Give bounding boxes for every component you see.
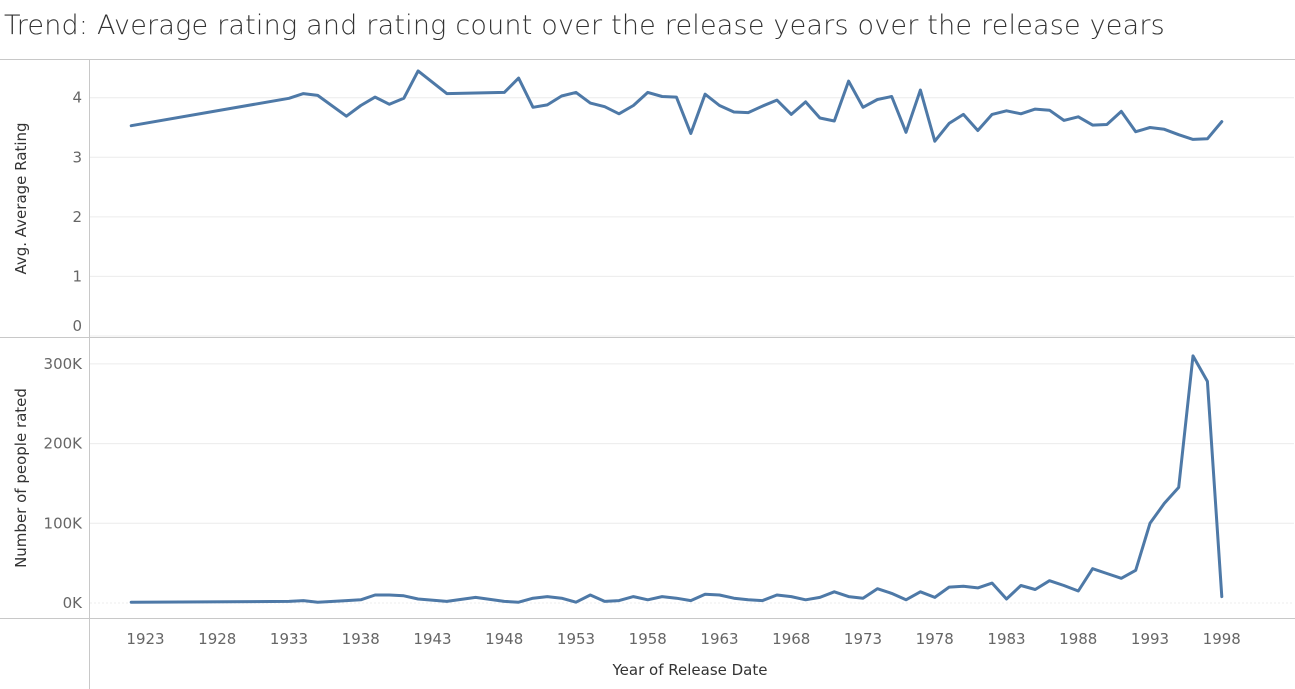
x-tick-label: 1978 <box>916 630 954 648</box>
x-tick-label: 1963 <box>700 630 738 648</box>
series-layer <box>129 69 1224 604</box>
x-axis-title: Year of Release Date <box>612 661 768 679</box>
series-line-rating-count <box>129 354 1224 604</box>
x-tick-label: 1933 <box>270 630 308 648</box>
series-line-avg-rating <box>129 69 1224 143</box>
y-tick-label: 1 <box>72 267 82 285</box>
x-tick-label: 1968 <box>772 630 810 648</box>
x-tick-label: 1943 <box>413 630 451 648</box>
x-tick-label: 1998 <box>1203 630 1241 648</box>
x-tick-label: 1973 <box>844 630 882 648</box>
grid-layer <box>90 97 1294 604</box>
chart-title: Trend: Average rating and rating count o… <box>4 10 1165 41</box>
y-tick-label: 2 <box>72 208 82 226</box>
tick-label-layer: 0 1 2 3 4 0K 100K 200K 300K 1923 1928 1933 1938 1943 1… <box>44 89 1241 648</box>
chart-frame <box>0 59 1295 689</box>
y-tick-label: 300K <box>44 355 84 373</box>
y-tick-label: 0 <box>72 317 82 335</box>
y-axis-title-avg-rating: Avg. Average Rating <box>12 122 30 274</box>
x-tick-label: 1928 <box>198 630 236 648</box>
x-tick-label: 1958 <box>629 630 667 648</box>
y-tick-label: 200K <box>44 435 84 453</box>
x-tick-label: 1953 <box>557 630 595 648</box>
x-tick-label: 1983 <box>987 630 1025 648</box>
y-tick-label: 0K <box>63 594 84 612</box>
y-tick-label: 4 <box>72 89 82 107</box>
y-axis-title-rating-count: Number of people rated <box>12 388 30 568</box>
x-tick-label: 1938 <box>342 630 380 648</box>
x-tick-label: 1948 <box>485 630 523 648</box>
x-tick-label: 1988 <box>1059 630 1097 648</box>
y-tick-label: 100K <box>44 514 84 532</box>
y-tick-label: 3 <box>72 148 82 166</box>
x-tick-label: 1993 <box>1131 630 1169 648</box>
x-tick-label: 1923 <box>126 630 164 648</box>
